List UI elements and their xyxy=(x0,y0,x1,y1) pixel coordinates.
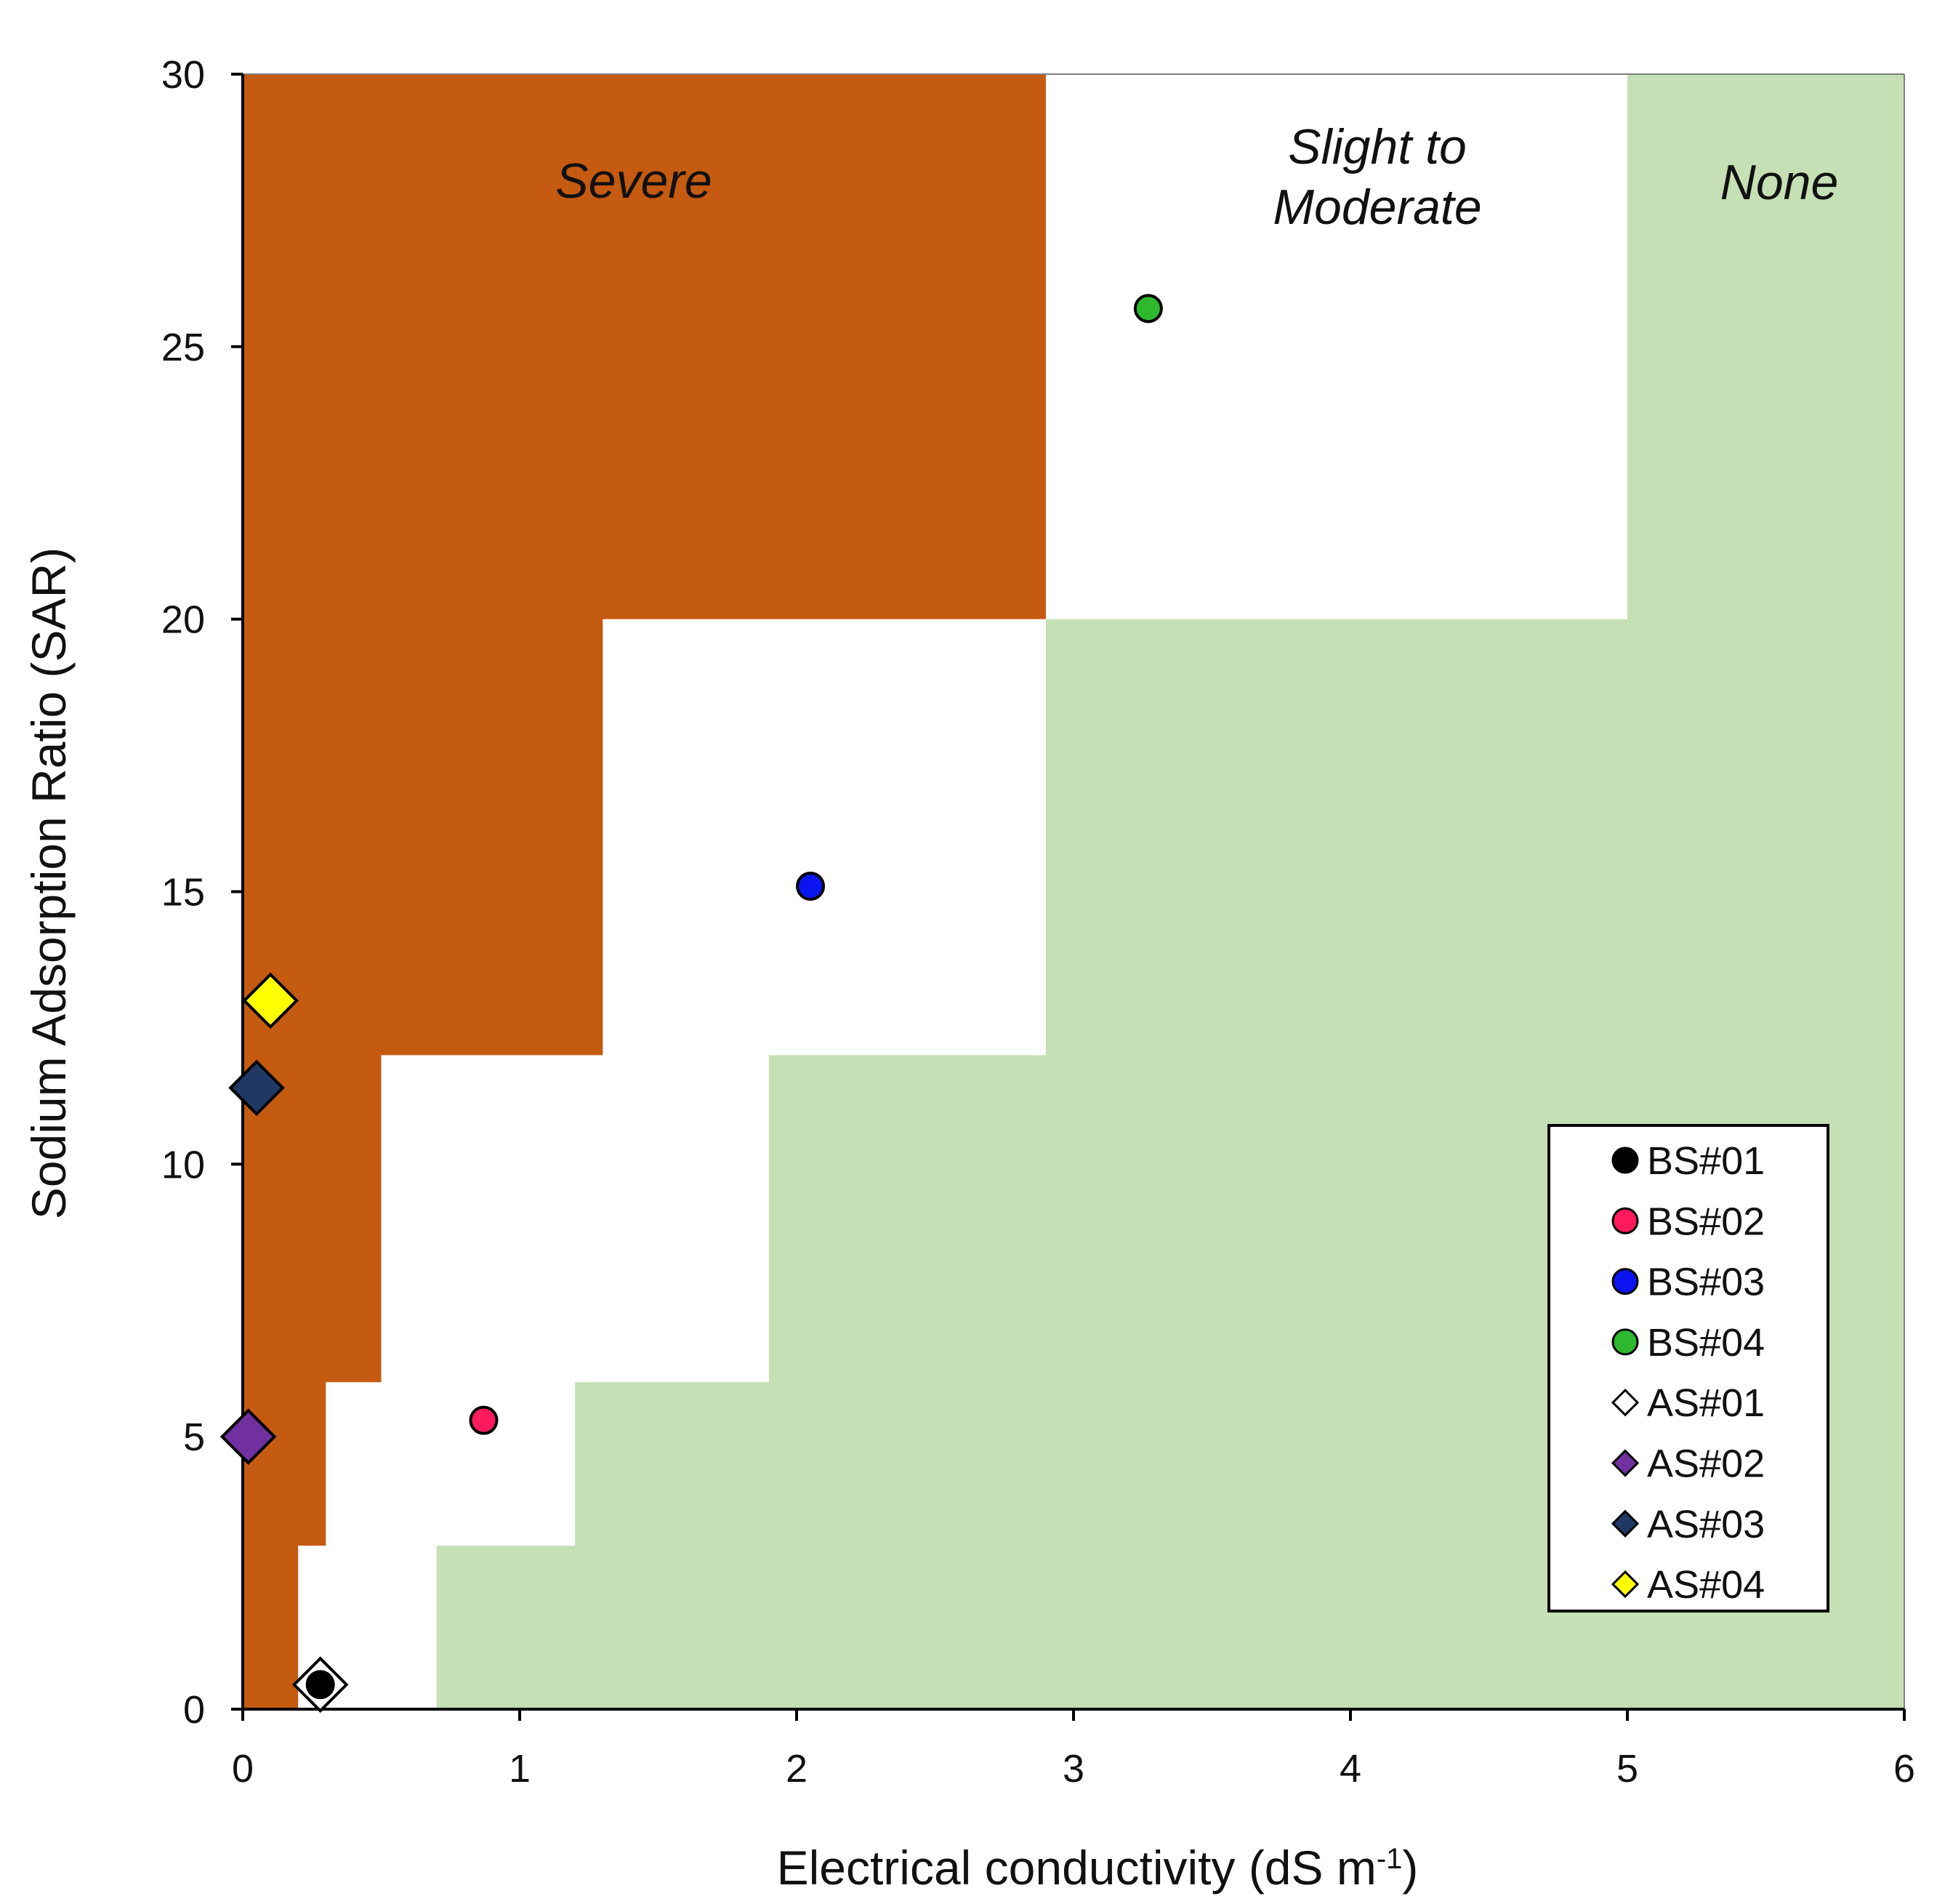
legend-marker-as02 xyxy=(1611,1449,1640,1477)
x-tick-label: 6 xyxy=(1893,1747,1915,1791)
zone-label-slight-line2: Moderate xyxy=(1273,180,1481,235)
legend-marker-as03 xyxy=(1611,1509,1640,1538)
legend-label-as02: AS#02 xyxy=(1647,1442,1765,1486)
y-axis-title: Sodium Adsorption Ratio (SAR) xyxy=(22,547,76,1219)
legend-box xyxy=(1547,1124,1829,1612)
legend-marker-bs03 xyxy=(1611,1268,1639,1296)
y-tick-label: 20 xyxy=(161,598,205,642)
legend-label-as03: AS#03 xyxy=(1647,1503,1765,1546)
point-as04 xyxy=(242,972,299,1029)
zone-none xyxy=(436,74,1905,1709)
zone-label-slight-line1: Slight to xyxy=(1288,119,1467,174)
point-bs03 xyxy=(796,872,826,901)
legend-label-bs03: BS#03 xyxy=(1647,1261,1765,1304)
legend-label-bs02: BS#02 xyxy=(1647,1200,1765,1243)
x-tick-label: 4 xyxy=(1340,1747,1361,1791)
legend-marker-as01 xyxy=(1611,1389,1640,1417)
y-tick-label: 0 xyxy=(183,1688,205,1732)
point-bs01 xyxy=(305,1670,335,1700)
point-as03 xyxy=(228,1059,285,1117)
x-axis-title: Electrical conductivity (dS m-1) xyxy=(777,1841,1419,1895)
y-tick-label: 5 xyxy=(183,1415,205,1459)
x-tick-label: 0 xyxy=(232,1747,254,1791)
legend-label-bs01: BS#01 xyxy=(1647,1139,1765,1183)
legend-marker-bs02 xyxy=(1611,1207,1639,1234)
y-tick-label: 15 xyxy=(161,871,205,915)
zones-layer xyxy=(243,74,1905,1709)
x-tick-label: 1 xyxy=(509,1747,531,1791)
y-tick-label: 30 xyxy=(161,53,205,97)
axis-ticks: 0 1 2 3 4 5 6 0 5 10 15 20 25 30 xyxy=(161,53,1915,1791)
data-points xyxy=(220,294,1163,1714)
point-as02 xyxy=(220,1408,277,1465)
x-tick-label: 2 xyxy=(786,1747,808,1791)
zone-label-none: None xyxy=(1720,155,1839,210)
legend-label-bs04: BS#04 xyxy=(1647,1321,1765,1365)
legend-marker-as04 xyxy=(1611,1570,1640,1599)
zone-severe xyxy=(243,74,1046,1709)
x-tick-label: 5 xyxy=(1616,1747,1638,1791)
legend: BS#01 BS#02 BS#03 BS#04 AS#01 AS#02 AS#03 AS#04 xyxy=(1547,1124,1829,1612)
point-bs04 xyxy=(1133,294,1163,324)
zone-label-severe: Severe xyxy=(555,153,712,209)
legend-marker-bs01 xyxy=(1611,1146,1639,1174)
x-tick-label: 3 xyxy=(1063,1747,1084,1791)
y-tick-label: 10 xyxy=(161,1143,205,1186)
legend-marker-bs04 xyxy=(1611,1328,1639,1356)
point-bs02 xyxy=(469,1405,499,1435)
legend-label-as04: AS#04 xyxy=(1647,1563,1765,1607)
legend-label-as01: AS#01 xyxy=(1647,1381,1765,1425)
y-tick-label: 25 xyxy=(161,326,205,369)
